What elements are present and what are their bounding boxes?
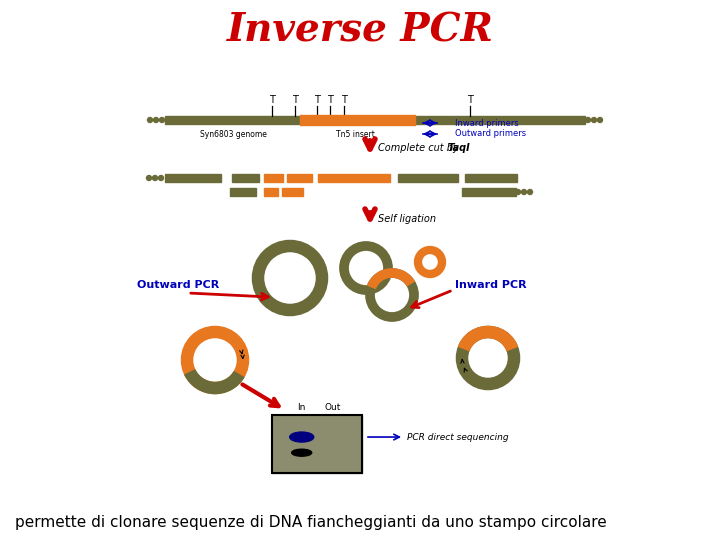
Circle shape	[153, 176, 158, 180]
Bar	[272, 415, 362, 473]
Bar	[465, 174, 517, 182]
Bar	[272, 415, 362, 473]
Circle shape	[592, 118, 596, 123]
Text: TaqI: TaqI	[448, 143, 471, 153]
Bar	[398, 174, 458, 182]
Bar	[230, 188, 256, 196]
Bar	[165, 174, 221, 182]
Text: Self ligation: Self ligation	[378, 214, 436, 224]
Circle shape	[598, 118, 603, 123]
Text: T: T	[467, 95, 473, 105]
Circle shape	[516, 190, 521, 194]
Text: Tn5 insert: Tn5 insert	[336, 130, 374, 139]
Bar	[264, 188, 278, 196]
Text: Outward PCR: Outward PCR	[137, 280, 219, 290]
Text: T: T	[269, 95, 275, 105]
Text: Outward primers: Outward primers	[455, 130, 526, 138]
Text: T: T	[292, 95, 298, 105]
Circle shape	[153, 118, 158, 123]
Bar	[318, 174, 390, 182]
Text: Inverse PCR: Inverse PCR	[227, 12, 493, 50]
Circle shape	[146, 176, 151, 180]
Circle shape	[521, 190, 526, 194]
Bar	[165, 116, 585, 124]
Text: Complete cut by: Complete cut by	[378, 143, 462, 153]
Text: Syn6803 genome: Syn6803 genome	[199, 130, 266, 139]
Bar	[300, 115, 415, 125]
Text: T: T	[314, 95, 320, 105]
Bar	[462, 188, 516, 196]
Circle shape	[148, 118, 153, 123]
Circle shape	[528, 190, 533, 194]
Text: T: T	[341, 95, 347, 105]
Bar	[232, 174, 259, 182]
Text: Inward primers: Inward primers	[455, 118, 518, 127]
Text: PCR direct sequencing: PCR direct sequencing	[407, 433, 508, 442]
Bar	[264, 174, 283, 182]
Bar	[287, 174, 312, 182]
Text: Out: Out	[324, 403, 341, 412]
Circle shape	[585, 118, 590, 123]
Text: permette di clonare sequenze di DNA fiancheggianti da uno stampo circolare: permette di clonare sequenze di DNA fian…	[15, 515, 607, 530]
Text: Inward PCR: Inward PCR	[455, 280, 526, 290]
Bar	[282, 188, 303, 196]
Text: T: T	[327, 95, 333, 105]
Circle shape	[158, 176, 163, 180]
Ellipse shape	[289, 432, 314, 442]
Ellipse shape	[292, 449, 312, 456]
Text: In: In	[297, 403, 306, 412]
Circle shape	[160, 118, 164, 123]
